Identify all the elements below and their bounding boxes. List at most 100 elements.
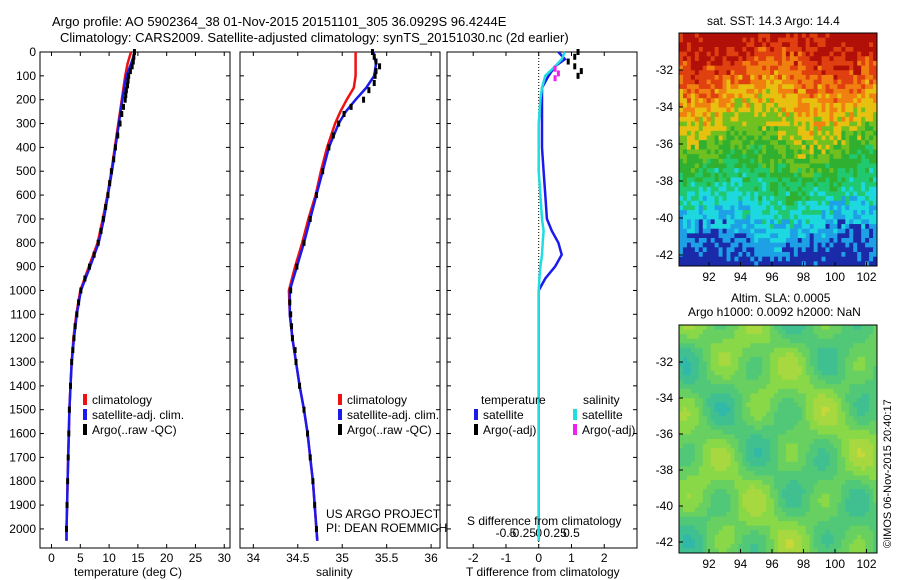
argo-point bbox=[67, 406, 71, 413]
ytick-label: 100 bbox=[16, 69, 36, 83]
salinity-legend: climatology satellite-adj. clim. Argo(..… bbox=[338, 392, 439, 437]
argo-point bbox=[372, 80, 376, 86]
argo-point bbox=[573, 53, 577, 60]
xtick-label: 34 bbox=[247, 551, 261, 565]
argo-point bbox=[101, 215, 105, 222]
ytick-label: 300 bbox=[16, 117, 36, 131]
argo-point bbox=[112, 156, 116, 163]
xtick-label: 0 bbox=[48, 551, 55, 565]
argo-point bbox=[293, 347, 297, 354]
argo-point bbox=[66, 454, 70, 461]
argo-point bbox=[77, 299, 81, 306]
argo-point bbox=[556, 70, 560, 77]
legend-swatch-satellite bbox=[83, 409, 87, 420]
sst-map-title: sat. SST: 14.3 Argo: 14.4 bbox=[707, 14, 840, 28]
xtick-label: 1 bbox=[568, 551, 575, 565]
argo-point bbox=[349, 103, 353, 110]
ytick-label: 1500 bbox=[9, 403, 36, 417]
legend-swatch-s-satellite bbox=[573, 409, 577, 420]
temperature-legend: climatology satellite-adj. clim. Argo(..… bbox=[83, 392, 184, 437]
argo-point bbox=[88, 263, 92, 270]
legend-header: salinity bbox=[583, 392, 620, 407]
ytick-label: 0 bbox=[29, 45, 36, 59]
argo-point bbox=[553, 75, 557, 82]
argo-point bbox=[83, 275, 87, 282]
xtick-label: 36 bbox=[424, 551, 438, 565]
argo-point bbox=[308, 454, 312, 461]
legend-label: Argo(..raw -QC) bbox=[347, 422, 432, 437]
argo-point bbox=[313, 502, 317, 509]
legend-swatch-t-argo bbox=[474, 424, 478, 435]
xtick-label: 25 bbox=[189, 551, 203, 565]
s-tick-label: 0.5 bbox=[563, 526, 580, 540]
legend-label: satellite bbox=[582, 407, 623, 422]
sla-map-title2: Argo h1000: 0.0092 h2000: NaN bbox=[688, 305, 861, 319]
argo-point bbox=[99, 227, 103, 234]
legend-swatch-argo bbox=[338, 424, 342, 435]
argo-point bbox=[579, 68, 583, 75]
argo-point bbox=[298, 382, 302, 389]
argo-point bbox=[362, 96, 366, 103]
temperature-xlabel: temperature (deg C) bbox=[74, 565, 183, 579]
ytick-label: 200 bbox=[16, 93, 36, 107]
legend-swatch-satellite bbox=[338, 409, 342, 420]
argo-point bbox=[73, 323, 77, 330]
difference-legend-salinity: salinity satellite Argo(-adj) bbox=[573, 392, 635, 437]
ytick-label: 400 bbox=[16, 140, 36, 154]
argo-point bbox=[311, 478, 315, 485]
xtick-label: 10 bbox=[102, 551, 116, 565]
ytick-label: 1900 bbox=[9, 498, 36, 512]
ytick-label: 1300 bbox=[9, 355, 36, 369]
legend-label: Argo(-adj) bbox=[483, 422, 537, 437]
xtick-label: 15 bbox=[131, 551, 145, 565]
argo-point bbox=[79, 287, 83, 294]
project-pi: PI: DEAN ROEMMICH bbox=[326, 521, 448, 535]
argo-point bbox=[306, 430, 310, 437]
argo-point bbox=[67, 430, 71, 437]
ytick-label: 700 bbox=[16, 212, 36, 226]
argo-point bbox=[302, 406, 306, 413]
temperature-panel: 0100200300400500600700800900100011001200… bbox=[9, 45, 231, 565]
ytick-label: 1000 bbox=[9, 283, 36, 297]
argo-point bbox=[108, 180, 112, 187]
xtick-label: 34.5 bbox=[286, 551, 310, 565]
argo-point bbox=[573, 63, 577, 70]
argo-point bbox=[289, 311, 293, 318]
argo-point bbox=[118, 120, 122, 127]
legend-label: satellite-adj. clim. bbox=[347, 407, 440, 422]
argo-point bbox=[116, 132, 120, 139]
xtick-label: 2 bbox=[601, 551, 608, 565]
argo-point bbox=[64, 525, 68, 532]
argo-point bbox=[294, 359, 298, 365]
argo-point bbox=[374, 58, 378, 65]
argo-point bbox=[92, 251, 96, 258]
argo-point bbox=[373, 72, 377, 79]
ytick-label: 500 bbox=[16, 164, 36, 178]
argo-point bbox=[314, 192, 318, 199]
xtick-label: 0 bbox=[535, 551, 542, 565]
argo-point bbox=[66, 478, 70, 485]
argo-point bbox=[576, 49, 580, 55]
legend-swatch-t-satellite bbox=[474, 409, 478, 420]
legend-label: Argo(-adj) bbox=[582, 422, 636, 437]
argo-point bbox=[321, 168, 325, 175]
s-tick-label: -0.25 bbox=[509, 526, 537, 540]
ytick-label: 1800 bbox=[9, 474, 36, 488]
argo-point bbox=[65, 502, 69, 509]
ytick-label: 2000 bbox=[9, 522, 36, 536]
salinity-xlabel: salinity bbox=[316, 565, 353, 579]
argo-point bbox=[314, 525, 318, 532]
legend-swatch-climatology bbox=[83, 394, 87, 405]
ytick-label: 1100 bbox=[10, 307, 36, 321]
argo-point bbox=[295, 263, 299, 270]
sla-map-title1: Altim. SLA: 0.0005 bbox=[731, 291, 831, 305]
ytick-label: 1700 bbox=[9, 450, 36, 464]
ytick-label: 900 bbox=[16, 260, 36, 274]
legend-swatch-argo bbox=[83, 424, 87, 435]
argo-point bbox=[302, 239, 306, 246]
xtick-label: 35 bbox=[336, 551, 350, 565]
argo-point bbox=[308, 215, 312, 222]
ytick-label: 600 bbox=[16, 188, 36, 202]
